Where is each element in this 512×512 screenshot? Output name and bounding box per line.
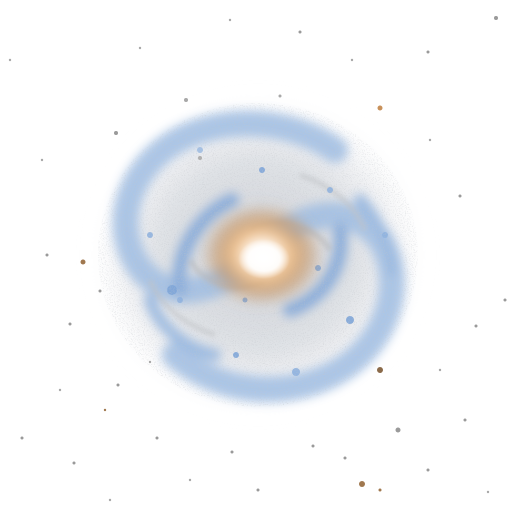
field-stars xyxy=(8,16,507,502)
galaxy-core xyxy=(238,239,290,279)
